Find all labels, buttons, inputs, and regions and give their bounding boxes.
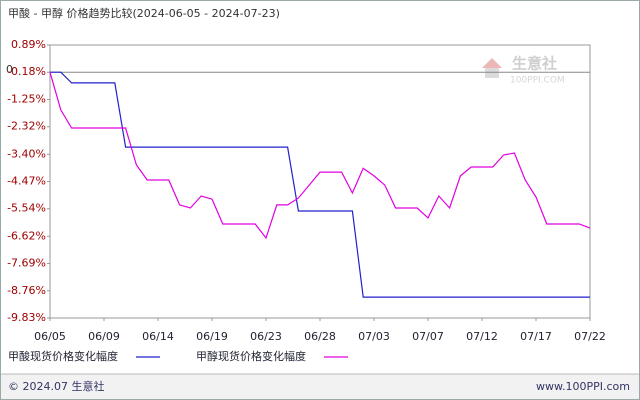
- x-tick-label: 07/12: [466, 330, 498, 343]
- x-tick-label: 07/17: [520, 330, 552, 343]
- y-tick-label: -8.76%: [7, 284, 46, 297]
- y-tick-label: -4.47%: [7, 175, 46, 188]
- y-tick-label: 0.89%: [11, 38, 46, 51]
- y-tick-label: -6.62%: [7, 229, 46, 242]
- logo-body: [485, 68, 499, 78]
- legend-label: 甲醇现货价格变化幅度: [196, 349, 306, 363]
- x-tick-label: 06/23: [250, 330, 282, 343]
- x-tick-label: 07/03: [358, 330, 390, 343]
- x-tick-label: 06/14: [142, 330, 174, 343]
- watermark: 生意社 100PPI.COM: [482, 55, 565, 86]
- y-tick-label: -9.83%: [7, 311, 46, 324]
- x-tick-label: 06/28: [304, 330, 336, 343]
- series-line: [49, 72, 591, 240]
- logo-roof: [482, 58, 502, 68]
- y-tick-label: -5.54%: [7, 202, 46, 215]
- y-tick-label: -2.32%: [7, 120, 46, 133]
- y-tick-label: -1.25%: [7, 92, 46, 105]
- y-tick-label: -7.69%: [7, 257, 46, 270]
- x-tick-label: 06/19: [196, 330, 228, 343]
- watermark-site: 100PPI.COM: [510, 76, 565, 86]
- x-tick-label: 06/09: [88, 330, 120, 343]
- zero-label: 0: [6, 63, 13, 76]
- x-tick-label: 06/05: [34, 330, 66, 343]
- footer-left: © 2024.07 生意社: [8, 379, 104, 393]
- x-tick-label: 07/22: [574, 330, 606, 343]
- chart-title: 甲酸 - 甲醇 价格趋势比较(2024-06-05 - 2024-07-23): [8, 6, 280, 20]
- y-tick-label: -0.18%: [7, 65, 46, 78]
- watermark-name: 生意社: [512, 55, 557, 73]
- x-tick-label: 07/07: [412, 330, 444, 343]
- y-tick-label: -3.40%: [7, 147, 46, 160]
- footer-right: www.100PPI.com: [536, 380, 630, 393]
- legend-label: 甲酸现货价格变化幅度: [8, 349, 118, 363]
- series-line: [50, 71, 590, 298]
- footer-band: [1, 374, 639, 399]
